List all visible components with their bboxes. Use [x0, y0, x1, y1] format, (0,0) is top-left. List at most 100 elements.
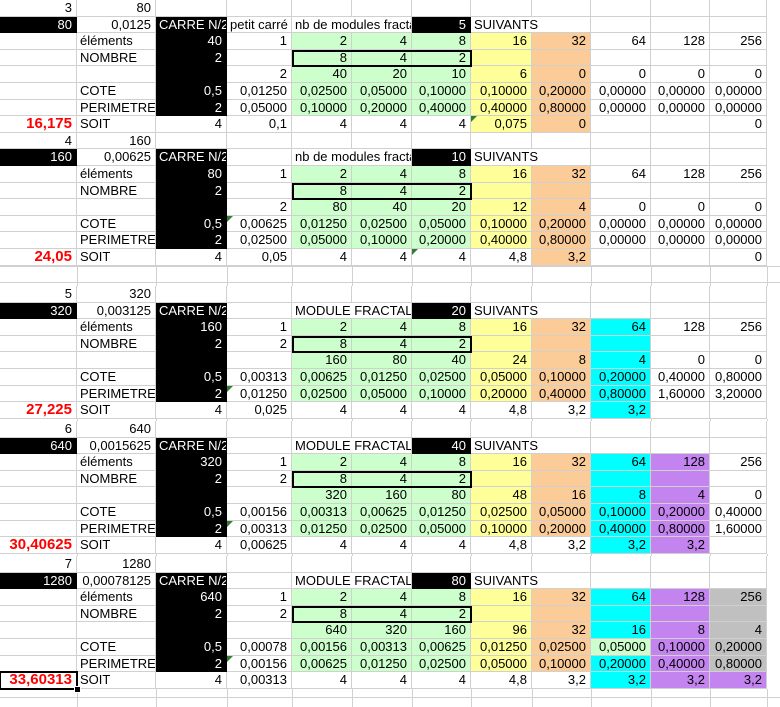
cell-b3-r1-J[interactable]: [591, 286, 651, 303]
cell-b2-r4-D[interactable]: [227, 182, 292, 200]
cell-b3-r5-H[interactable]: 24: [471, 352, 532, 369]
cell-b2-r8-H[interactable]: 4,8: [471, 248, 532, 266]
cell-b4-r5-C[interactable]: [156, 487, 227, 504]
cell-b3-r7-K[interactable]: 1,60000: [651, 385, 710, 403]
cell-b3-r2-L[interactable]: [710, 302, 767, 320]
cell-b1-r4-H[interactable]: [471, 49, 532, 67]
cell-b2-r4-K[interactable]: [651, 182, 710, 200]
cell-b3-r1-G[interactable]: [412, 286, 471, 303]
cell-b4-r6-B[interactable]: COTE: [77, 504, 156, 521]
cell-b2-r1-J[interactable]: [591, 132, 651, 150]
cell-b2-r4-C[interactable]: 2: [156, 182, 227, 200]
cell-b2-r6-F[interactable]: 0,02500: [352, 215, 412, 233]
cell-b4-r6-I[interactable]: 0,05000: [532, 504, 591, 521]
cell-b4-r5-H[interactable]: 48: [471, 487, 532, 504]
cell-b3-r5-K[interactable]: 0: [651, 352, 710, 369]
cell-b3-r1-E[interactable]: [292, 286, 352, 303]
cell-b2-r7-B[interactable]: PERIMETRE: [77, 232, 156, 249]
cell-b4-r3-J[interactable]: 64: [591, 454, 651, 471]
cell-b3-r5-B[interactable]: [77, 352, 156, 369]
cell-b5-r6-J[interactable]: 0,05000: [591, 639, 651, 656]
cell-b1-r5-I[interactable]: 0: [532, 66, 591, 83]
cell-b2-r5-H[interactable]: 12: [471, 199, 532, 216]
cell-b5-r5-K[interactable]: 8: [651, 622, 710, 639]
cell-b4-r5-K[interactable]: 4: [651, 487, 710, 504]
cell-b2-r2-D[interactable]: [227, 149, 292, 166]
cell-b2-r5-B[interactable]: [77, 199, 156, 216]
cell-b4-r1-B[interactable]: 640: [77, 421, 156, 438]
cell-b3-r2-C[interactable]: CARRE N/2: [156, 302, 227, 320]
cell-b4-r3-I[interactable]: 32: [532, 454, 591, 471]
cell-b4-r7-B[interactable]: PERIMETRE: [77, 520, 156, 538]
cell-b2-r1-D[interactable]: [227, 132, 292, 150]
cell-b3-r8-G[interactable]: 4: [412, 402, 471, 419]
cell-b3-r8-H[interactable]: 4,8: [471, 402, 532, 419]
cell-b2-r5-D[interactable]: 2: [227, 199, 292, 216]
cell-b1-r7-A[interactable]: [0, 99, 77, 117]
cell-b4-r6-C[interactable]: 0,5: [156, 504, 227, 521]
cell-b1-r3-I[interactable]: 32: [532, 33, 591, 50]
cell-b1-r3-B[interactable]: éléments: [77, 33, 156, 50]
cell-b3-r3-E[interactable]: 2: [292, 319, 352, 336]
cell-b3-r2-K[interactable]: [651, 302, 710, 320]
cell-b2-r4-H[interactable]: [471, 182, 532, 200]
cell-b2-r3-E[interactable]: 2: [292, 165, 352, 183]
cell-b1-r7-C[interactable]: 2: [156, 99, 227, 117]
cell-b4-r4-F[interactable]: 4: [352, 470, 412, 488]
cell-b2-r1-H[interactable]: [471, 132, 532, 150]
cell-b5-r8-L[interactable]: 3,2: [710, 672, 767, 689]
cell-b1-r5-F[interactable]: 20: [352, 66, 412, 83]
cell-b4-r7-H[interactable]: 0,10000: [471, 520, 532, 538]
cell-b3-r5-E[interactable]: 160: [292, 352, 352, 369]
cell-b3-r1-K[interactable]: [651, 286, 710, 303]
cell-b2-r1-C[interactable]: [156, 132, 227, 150]
cell-b3-r1-C[interactable]: [156, 286, 227, 303]
cell-b5-r4-E[interactable]: 8: [292, 605, 352, 623]
cell-b5-r7-A[interactable]: [0, 655, 77, 673]
cell-b2-r3-I[interactable]: 32: [532, 165, 591, 183]
cell-b4-r1-K[interactable]: [651, 421, 710, 438]
cell-b5-r2-L[interactable]: [710, 572, 767, 590]
cell-b2-r3-H[interactable]: 16: [471, 165, 532, 183]
cell-b3-r8-B[interactable]: SOIT: [77, 402, 156, 419]
cell-b3-r2-G[interactable]: 20: [412, 302, 471, 320]
cell-b1-r2-K[interactable]: [651, 16, 710, 34]
cell-b1-r3-K[interactable]: 128: [651, 33, 710, 50]
cell-b5-r6-C[interactable]: 0,5: [156, 639, 227, 656]
cell-b5-r6-B[interactable]: COTE: [77, 639, 156, 656]
cell-b2-r8-I[interactable]: 3,2: [532, 248, 591, 266]
cell-b2-r8-D[interactable]: 0,05: [227, 248, 292, 266]
cell-b5-r3-D[interactable]: 1: [227, 589, 292, 606]
cell-b4-r4-I[interactable]: [532, 470, 591, 488]
cell-b1-r2-C[interactable]: CARRE N/2: [156, 16, 227, 34]
cell-b2-r5-I[interactable]: 4: [532, 199, 591, 216]
cell-b3-r5-D[interactable]: [227, 352, 292, 369]
cell-b3-r2-E[interactable]: MODULE FRACTAL: [292, 302, 412, 320]
cell-b3-r4-H[interactable]: [471, 335, 532, 353]
cell-b4-r4-H[interactable]: [471, 470, 532, 488]
cell-b5-r2-H[interactable]: SUIVANTS: [471, 572, 591, 590]
cell-b2-r3-D[interactable]: 1: [227, 165, 292, 183]
cell-b4-r7-I[interactable]: 0,20000: [532, 520, 591, 538]
cell-b1-r4-K[interactable]: [651, 49, 710, 67]
cell-b2-r1-F[interactable]: [352, 132, 412, 150]
cell-b5-r4-F[interactable]: 4: [352, 605, 412, 623]
cell-b5-r6-H[interactable]: 0,01250: [471, 639, 532, 656]
cell-b2-r8-A[interactable]: 24,05: [0, 248, 77, 266]
cell-b1-r8-K[interactable]: [651, 116, 710, 133]
cell-b4-r4-A[interactable]: [0, 470, 77, 488]
cell-b2-r8-F[interactable]: 4: [352, 248, 412, 266]
cell-b3-r2-A[interactable]: 320: [0, 302, 77, 320]
cell-b3-r6-B[interactable]: COTE: [77, 369, 156, 386]
cell-b3-r8-E[interactable]: 4: [292, 402, 352, 419]
cell-b5-r5-C[interactable]: [156, 622, 227, 639]
cell-b3-r1-I[interactable]: [532, 286, 591, 303]
cell-b2-r3-C[interactable]: 80: [156, 165, 227, 183]
cell-b2-r2-B[interactable]: 0,00625: [77, 149, 156, 166]
cell-b2-r1-G[interactable]: [412, 132, 471, 150]
cell-b5-r6-E[interactable]: 0,00156: [292, 639, 352, 656]
cell-b2-r2-J[interactable]: [591, 149, 651, 166]
cell-b5-r6-A[interactable]: [0, 639, 77, 656]
cell-b4-r3-D[interactable]: 1: [227, 454, 292, 471]
cell-b1-r4-G[interactable]: 2: [412, 49, 471, 67]
